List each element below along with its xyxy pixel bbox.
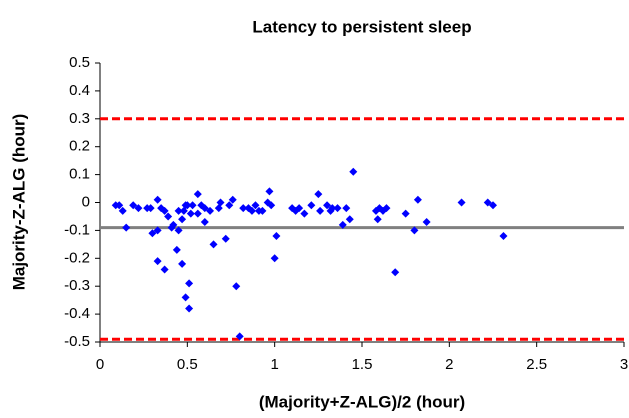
y-tick-label: 0.1 (69, 166, 90, 183)
point (342, 204, 351, 213)
point (200, 204, 209, 213)
y-tick-label: -0.4 (64, 305, 90, 322)
point (216, 198, 225, 207)
point (206, 206, 215, 215)
point (164, 212, 173, 221)
x-tick-label: 2 (445, 356, 453, 373)
x-tick-label: 1 (270, 356, 278, 373)
point (129, 201, 138, 210)
y-tick-label: 0.2 (69, 138, 90, 155)
point (153, 226, 162, 235)
point (178, 259, 187, 268)
y-tick-label: -0.2 (64, 249, 90, 266)
point (300, 209, 309, 218)
y-tick-label: 0.3 (69, 110, 90, 127)
point (247, 206, 256, 215)
point (228, 195, 237, 204)
point (413, 195, 422, 204)
point (345, 215, 354, 224)
point (391, 268, 400, 277)
point (328, 204, 337, 213)
point (185, 304, 194, 313)
point (410, 226, 419, 235)
point (193, 190, 202, 199)
point (235, 332, 244, 341)
point (457, 198, 466, 207)
point (115, 201, 124, 210)
point (483, 198, 492, 207)
x-tick-label: 2.5 (526, 356, 547, 373)
point (134, 204, 143, 213)
point (401, 209, 410, 218)
y-tick-label: -0.3 (64, 277, 90, 294)
point (183, 201, 192, 210)
point (174, 226, 183, 235)
point (181, 293, 190, 302)
x-tick-label: 0 (96, 356, 104, 373)
chart-title: Latency to persistent sleep (252, 17, 471, 36)
point (122, 223, 131, 232)
point (314, 190, 323, 199)
y-tick-label: -0.1 (64, 221, 90, 238)
point (382, 204, 391, 213)
point (267, 201, 276, 210)
point (307, 201, 316, 210)
point (338, 220, 347, 229)
point (188, 201, 197, 210)
point (270, 254, 279, 263)
point (160, 265, 169, 274)
y-tick-label: 0.4 (69, 82, 90, 99)
point (148, 229, 157, 238)
point (333, 204, 342, 213)
point (316, 206, 325, 215)
point (178, 215, 187, 224)
point (499, 231, 508, 240)
x-tick-label: 3 (620, 356, 628, 373)
point (174, 206, 183, 215)
point (118, 206, 127, 215)
point (422, 218, 431, 227)
y-tick-label: 0 (82, 193, 90, 210)
point (295, 204, 304, 213)
point (160, 206, 169, 215)
y-tick-label: -0.5 (64, 333, 90, 350)
point (146, 204, 155, 213)
point (186, 209, 195, 218)
point (153, 257, 162, 266)
point (323, 201, 332, 210)
x-tick-label: 1.5 (352, 356, 373, 373)
point (489, 201, 497, 210)
point (193, 209, 202, 218)
point (200, 218, 209, 227)
point (209, 240, 218, 249)
point (349, 167, 358, 176)
y-axis-title: Majority-Z-ALG (hour) (9, 114, 28, 291)
x-tick-label: 0.5 (177, 356, 198, 373)
point (258, 206, 267, 215)
point (153, 195, 162, 204)
point (272, 231, 281, 240)
point (373, 215, 382, 224)
point (232, 282, 241, 291)
point (225, 201, 234, 210)
x-axis-title: (Majority+Z-ALG)/2 (hour) (259, 392, 465, 411)
point (169, 220, 178, 229)
point (221, 234, 230, 243)
point (265, 187, 274, 196)
y-tick-label: 0.5 (69, 54, 90, 71)
point (251, 201, 260, 210)
point (239, 204, 248, 213)
point (185, 279, 194, 288)
point (172, 245, 181, 254)
